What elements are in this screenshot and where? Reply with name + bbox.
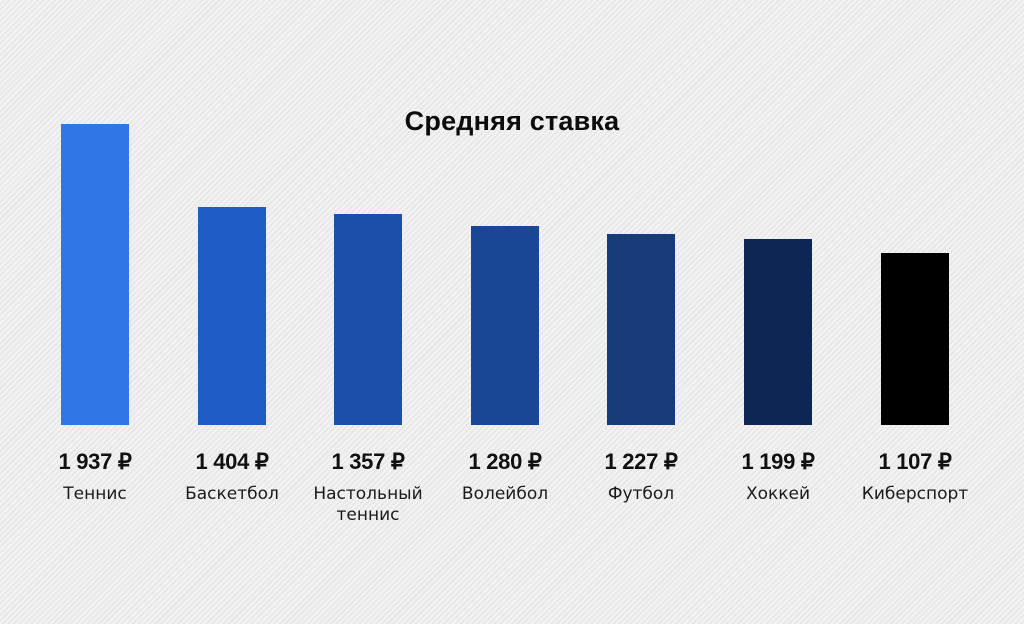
bar-5 (607, 234, 675, 425)
bar-1 (61, 124, 129, 425)
category-label: Хоккей (745, 484, 811, 504)
value-label: 1 937 ₽ (58, 449, 132, 474)
value-label: 1 404 ₽ (195, 449, 269, 474)
category-label: Баскетбол (185, 484, 279, 504)
bar-3 (334, 214, 402, 425)
bar-4 (471, 226, 539, 425)
value-label: 1 199 ₽ (741, 449, 815, 474)
bar-6 (744, 239, 812, 425)
value-label: 1 107 ₽ (878, 449, 952, 474)
value-label: 1 357 ₽ (331, 449, 405, 474)
category-label: Волейбол (461, 484, 549, 504)
category-label: Киберспорт (861, 484, 969, 504)
bar-2 (198, 207, 266, 425)
category-label: Настольный теннис (313, 484, 423, 525)
value-label: 1 227 ₽ (604, 449, 678, 474)
bar-7 (881, 253, 949, 425)
category-label: Футбол (607, 484, 675, 504)
category-label: Теннис (63, 484, 127, 504)
value-label: 1 280 ₽ (468, 449, 542, 474)
chart-title: Средняя ставка (404, 106, 620, 136)
